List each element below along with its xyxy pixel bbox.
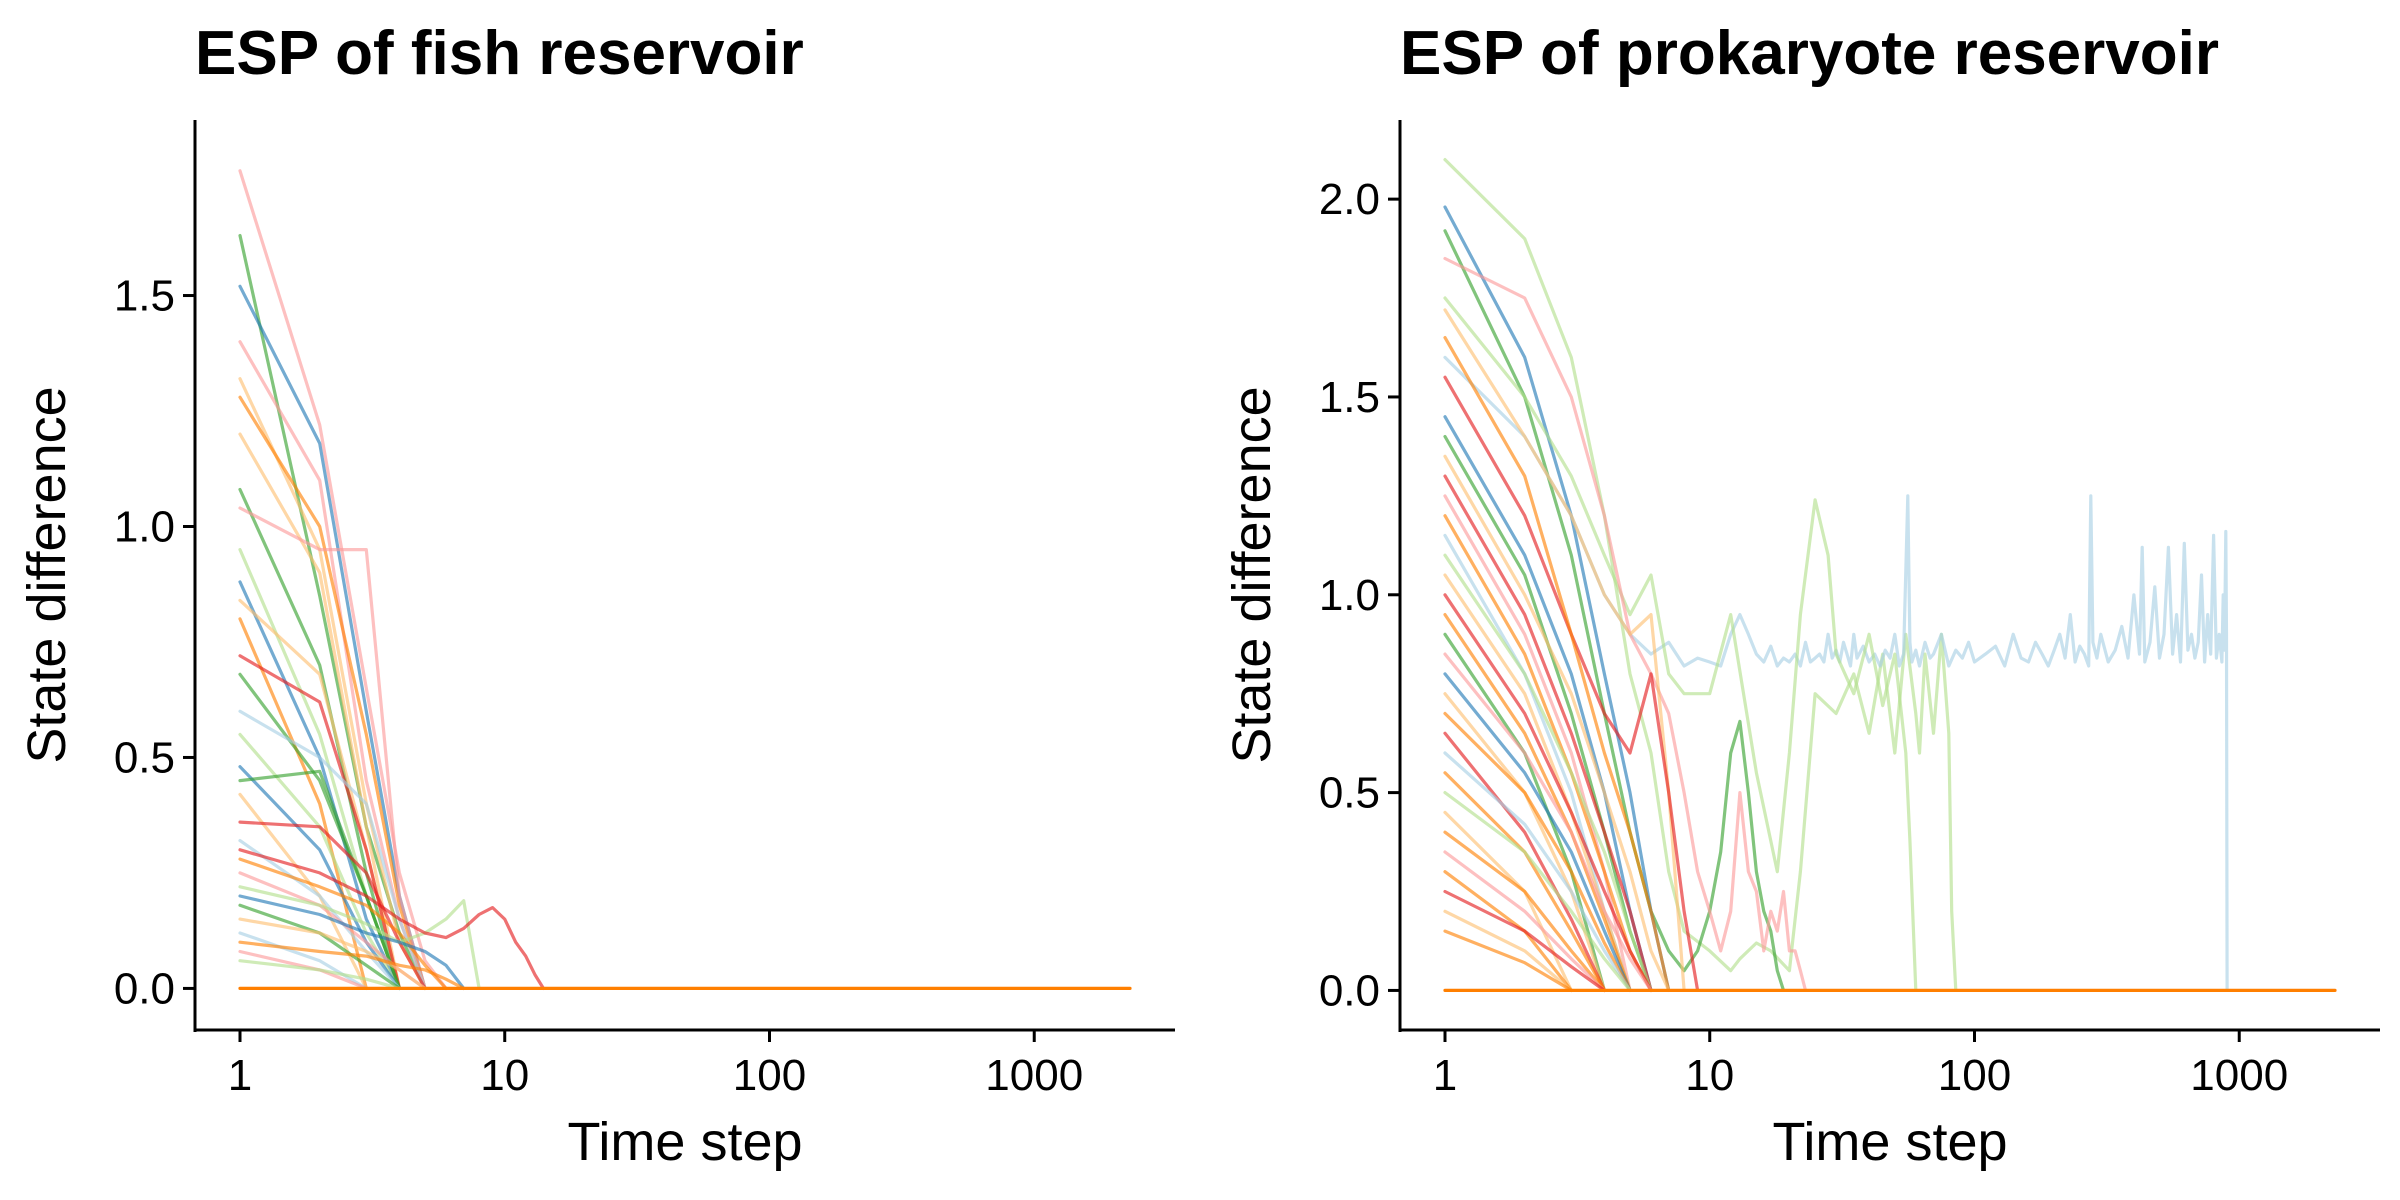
series-line — [1443, 929, 1573, 992]
series-line — [1443, 454, 1671, 992]
plot-area: 1 10 100 1000 0.0 0.5 1.0 1.5 Time step State dif… — [17, 120, 1175, 1172]
series-line — [238, 959, 401, 990]
y-tick-label: 1.0 — [1319, 571, 1380, 620]
x-axis-label: Time step — [1772, 1112, 2007, 1172]
series-line — [1443, 771, 1606, 992]
series-line — [1443, 889, 1606, 992]
series-line — [1443, 553, 1653, 992]
x-tick-label: 1000 — [985, 1051, 1083, 1100]
series-line — [238, 857, 448, 990]
series-line — [1443, 158, 1958, 992]
x-tick-label: 100 — [733, 1051, 806, 1100]
x-axis-label: Time step — [567, 1112, 802, 1172]
series-line — [238, 769, 401, 990]
series-line — [1443, 850, 1606, 992]
series-line — [1443, 652, 1653, 992]
series-line — [238, 894, 466, 990]
x-tick-label: 100 — [1938, 1051, 2011, 1100]
series-line — [1443, 474, 1653, 992]
series-line — [238, 931, 368, 990]
y-tick-label: 0.5 — [1319, 769, 1380, 818]
x-tick-label: 1 — [228, 1051, 252, 1100]
series-line — [1443, 909, 1573, 992]
series-line — [1443, 593, 1653, 992]
x-tick-label: 10 — [1685, 1051, 1734, 1100]
series-line — [238, 487, 401, 990]
series-line — [1443, 256, 1808, 992]
y-tick-label: 2.0 — [1319, 175, 1380, 224]
y-tick-label: 0.0 — [114, 964, 175, 1013]
y-tick-label: 1.0 — [114, 502, 175, 551]
series-line — [238, 169, 448, 990]
series-line — [1443, 672, 1632, 992]
series-line — [238, 940, 466, 990]
y-tick-label: 0.0 — [1319, 966, 1380, 1015]
chart-panel-fish: ESP of fish reservoir 1 10 100 1000 0.0 0.5 1.… — [17, 19, 1175, 1172]
x-tick-label: 1 — [1433, 1051, 1457, 1100]
series-lines — [238, 169, 1132, 990]
chart-title: ESP of fish reservoir — [195, 19, 804, 88]
series-line — [238, 903, 401, 990]
plot-area: 1 10 100 1000 0.0 0.5 1.0 1.5 2.0 Time step State … — [1222, 120, 2380, 1172]
series-line — [238, 885, 481, 990]
series-line — [1443, 830, 1606, 992]
series-line — [238, 506, 427, 990]
chart-title: ESP of prokaryote reservoir — [1400, 19, 2219, 88]
y-tick-label: 1.5 — [114, 272, 175, 321]
y-axis-label: State difference — [17, 386, 77, 763]
x-tick-label: 1000 — [2190, 1051, 2288, 1100]
series-line — [1443, 355, 2229, 992]
series-line — [1443, 731, 1606, 992]
series-line — [1443, 711, 1632, 992]
series-line — [1443, 336, 1671, 992]
chart-panel-prokaryote: ESP of prokaryote reservoir 1 10 100 1000 0.… — [1200, 0, 2400, 1200]
series-line — [1443, 375, 1700, 992]
series-line — [238, 820, 427, 990]
y-tick-label: 0.5 — [114, 733, 175, 782]
series-line — [1443, 692, 1606, 992]
series-line — [1443, 751, 1632, 992]
series-line — [238, 949, 368, 990]
series-line — [238, 395, 427, 990]
y-tick-label: 1.5 — [1319, 373, 1380, 422]
series-line — [238, 617, 368, 990]
y-axis-label: State difference — [1222, 386, 1282, 763]
series-line — [1443, 296, 1918, 992]
series-line — [1443, 791, 1632, 992]
series-line — [238, 848, 545, 990]
series-line — [238, 917, 427, 990]
x-tick-label: 10 — [480, 1051, 529, 1100]
series-lines — [1443, 158, 2337, 992]
